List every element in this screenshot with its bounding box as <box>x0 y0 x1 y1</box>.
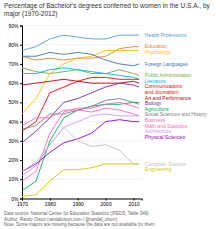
x-tick: 2010 <box>128 199 139 207</box>
grid <box>22 26 142 199</box>
y-tick-mark <box>20 26 22 27</box>
x-tick-label: 2010 <box>128 201 139 207</box>
x-tick-label: 1990 <box>73 201 84 207</box>
y-tick-mark <box>20 199 22 200</box>
series-label-line: Foreign Languages <box>145 61 189 67</box>
series-line <box>22 108 139 125</box>
series-labels: Health ProfessionsPublic AdministrationE… <box>145 32 207 172</box>
y-tick-mark <box>20 64 22 65</box>
x-tick: 1980 <box>45 199 56 207</box>
title-line: major (1970-2012) <box>4 10 57 18</box>
y-tick-mark <box>20 122 22 123</box>
y-tick-mark <box>20 179 22 180</box>
footnote: Author: Randy Olson (randalolson.com / @… <box>4 217 118 222</box>
series-label-line: Engineering <box>145 166 172 172</box>
grid-line <box>22 25 142 26</box>
x-tick: 1990 <box>73 199 84 207</box>
y-tick-label: 90% <box>8 23 19 29</box>
series-line <box>22 164 139 197</box>
y-tick: 80% <box>8 42 22 48</box>
y-tick: 90% <box>8 23 22 29</box>
x-tick-label: 1980 <box>45 201 56 207</box>
series-line <box>22 79 139 85</box>
series-line <box>22 68 139 76</box>
series-label: Foreign Languages <box>145 61 189 67</box>
series-label-line: Physical Sciences <box>145 134 186 140</box>
series-label-line: Psychology <box>145 49 171 55</box>
y-tick-mark <box>20 83 22 84</box>
y-tick-label: 80% <box>8 42 19 48</box>
y-axis: 0%10%20%30%40%50%60%70%80%90% <box>8 23 22 202</box>
y-tick-mark <box>20 160 22 161</box>
y-tick-label: 40% <box>8 119 19 125</box>
series-label: Physical Sciences <box>145 134 186 140</box>
grid-line <box>22 102 142 103</box>
y-tick-mark <box>20 141 22 142</box>
series-line <box>22 83 139 143</box>
series-line <box>22 68 139 80</box>
y-tick-mark <box>20 102 22 103</box>
title: Percentage of Bachelor's degrees conferr… <box>4 2 210 18</box>
grid-line <box>22 140 142 141</box>
lines <box>22 35 139 196</box>
y-tick-label: 10% <box>8 176 19 182</box>
series-label: Psychology <box>145 49 171 55</box>
chart: Percentage of Bachelor's degrees conferr… <box>0 0 220 229</box>
x-tick-label: 2000 <box>101 201 112 207</box>
y-tick: 70% <box>8 61 22 67</box>
series-line <box>22 102 139 190</box>
series-label: Communicationsand Journalism <box>145 83 183 95</box>
y-tick: 40% <box>8 119 22 125</box>
y-tick: 20% <box>8 157 22 163</box>
grid-line <box>22 179 142 180</box>
series-line <box>22 52 139 65</box>
x-tick: 2000 <box>101 199 112 207</box>
y-tick-mark <box>20 45 22 46</box>
y-tick: 10% <box>8 176 22 182</box>
series-label: Engineering <box>145 166 172 172</box>
x-axis: 1970 1980 1990 2000 2010 <box>17 199 142 207</box>
y-tick: 50% <box>8 99 22 105</box>
footnote: Note: Some majors are missing because th… <box>4 222 156 227</box>
y-tick-label: 20% <box>8 157 19 163</box>
series-label-line: Health Professions <box>145 32 187 38</box>
series-line <box>22 127 139 171</box>
y-tick-label: 70% <box>8 61 19 67</box>
x-tick: 1970 <box>17 199 28 207</box>
y-tick-label: 30% <box>8 138 19 144</box>
y-tick: 30% <box>8 138 22 144</box>
y-tick: 60% <box>8 80 22 86</box>
footnote: Data source: National Center for Educati… <box>4 211 149 216</box>
y-tick-label: 50% <box>8 99 19 105</box>
series-label: Health Professions <box>145 32 187 38</box>
x-tick-label: 1970 <box>17 201 28 207</box>
series-line <box>22 114 139 176</box>
y-tick-label: 60% <box>8 80 19 86</box>
y-axis-line <box>20 26 23 199</box>
